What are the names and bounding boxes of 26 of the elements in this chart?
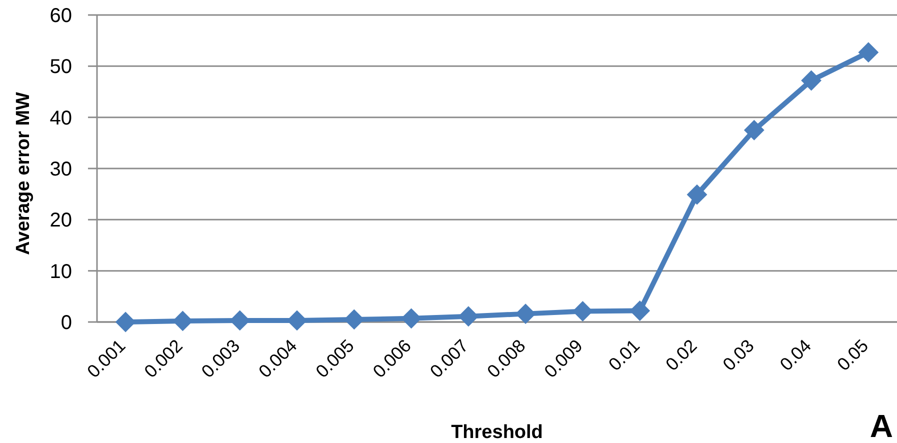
- text: A: [870, 408, 893, 443]
- point: [572, 301, 593, 322]
- x-tick-label: 0.01: [604, 336, 644, 375]
- y-tick-label: 50: [50, 56, 72, 78]
- point: [401, 308, 422, 328]
- y-tick-label: 60: [50, 5, 72, 27]
- point: [801, 70, 822, 90]
- point: [116, 312, 136, 332]
- x-tick-label: 0.04: [776, 336, 816, 375]
- point: [172, 310, 193, 331]
- point: [458, 306, 478, 326]
- point: [287, 310, 307, 330]
- y-tick-label: 30: [50, 158, 72, 180]
- point: [858, 42, 878, 62]
- y-tick-label: 10: [50, 260, 72, 283]
- x-axis-title: Threshold: [451, 422, 543, 443]
- point: [687, 184, 707, 205]
- point: [744, 120, 764, 140]
- point: [516, 304, 536, 324]
- x-tick-label: 0.05: [833, 336, 872, 375]
- y-axis-title: Average error MW: [13, 92, 34, 255]
- x-tick-label: 0.03: [718, 336, 758, 375]
- y-tick-label: 20: [50, 210, 72, 232]
- x-tick-label: 0.02: [662, 336, 701, 375]
- y-tick-label: 40: [50, 107, 72, 130]
- y-tick-label: 0: [60, 312, 72, 334]
